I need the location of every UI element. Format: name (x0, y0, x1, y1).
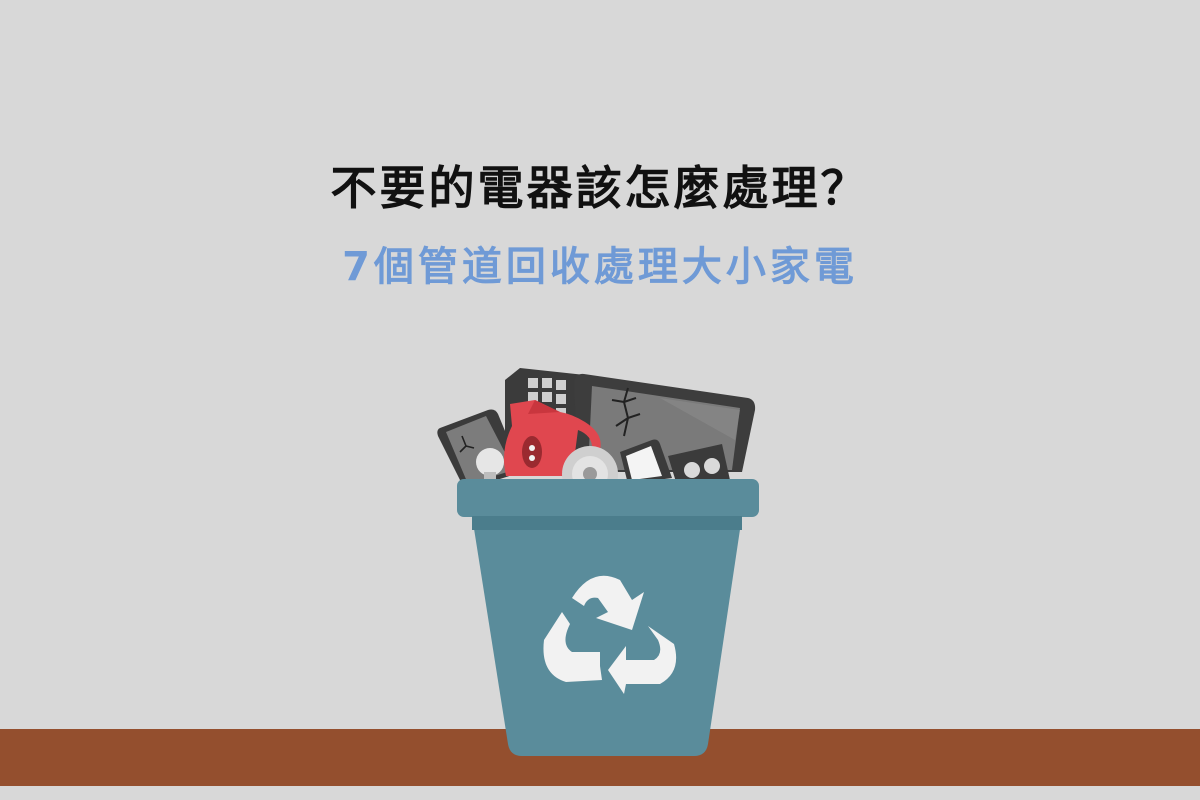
light-bulb-icon (476, 448, 504, 482)
page-title: 不要的電器該怎麼處理？ (330, 161, 870, 215)
page-subtitle: 7個管道回收處理大小家電 (342, 244, 858, 290)
smartphone-icon (620, 439, 672, 484)
recycle-symbol-icon (543, 575, 677, 694)
red-kettle-icon (504, 400, 601, 476)
radio-icon (668, 444, 730, 482)
recycle-bin-icon (457, 479, 759, 756)
floor-bottom-strip (0, 786, 1200, 800)
